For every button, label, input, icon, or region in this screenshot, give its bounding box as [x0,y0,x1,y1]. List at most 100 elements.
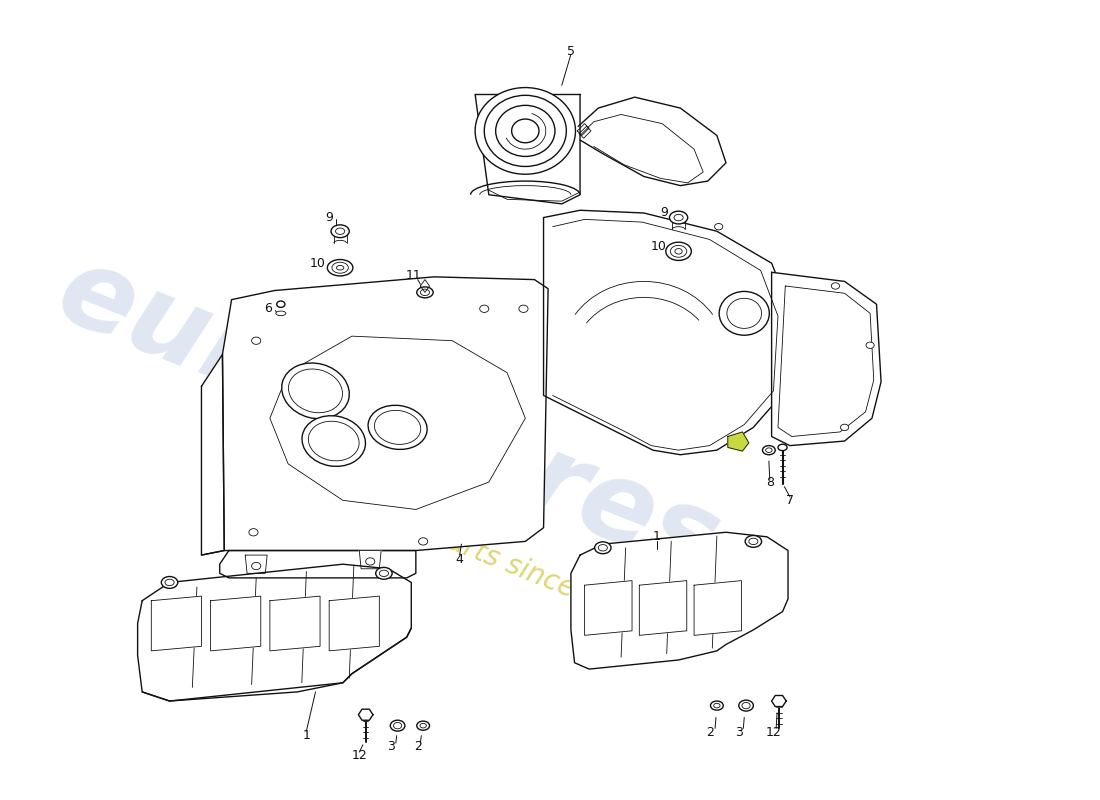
Text: 8: 8 [766,475,773,489]
Ellipse shape [739,700,754,711]
Polygon shape [138,564,411,701]
Polygon shape [222,277,548,550]
Ellipse shape [675,249,682,254]
Ellipse shape [332,262,349,274]
Ellipse shape [714,703,720,708]
Ellipse shape [674,214,683,221]
Ellipse shape [595,542,612,554]
Text: 2: 2 [414,740,421,753]
Ellipse shape [666,242,691,261]
Polygon shape [778,286,873,437]
Polygon shape [201,354,224,555]
Ellipse shape [252,337,261,344]
Polygon shape [475,94,580,204]
Text: a passion for parts since 1985: a passion for parts since 1985 [253,450,652,633]
Polygon shape [584,581,632,635]
Ellipse shape [866,342,874,349]
Polygon shape [771,272,881,446]
Ellipse shape [302,416,365,466]
Polygon shape [210,596,261,651]
Polygon shape [694,581,741,635]
Ellipse shape [288,369,342,413]
Polygon shape [270,336,526,510]
Ellipse shape [374,410,420,444]
Text: 7: 7 [785,494,794,507]
Ellipse shape [727,298,761,328]
Ellipse shape [368,406,427,450]
Ellipse shape [365,558,375,565]
Ellipse shape [420,289,429,295]
Ellipse shape [719,291,769,335]
Text: 9: 9 [326,211,333,224]
Ellipse shape [252,562,261,570]
Text: 3: 3 [387,740,395,753]
Ellipse shape [519,305,528,313]
Ellipse shape [420,723,427,728]
Ellipse shape [336,228,344,234]
Polygon shape [543,210,790,454]
Ellipse shape [394,722,402,729]
Ellipse shape [308,422,359,461]
Ellipse shape [165,579,174,586]
Text: 1: 1 [652,530,661,543]
Ellipse shape [376,567,392,579]
Ellipse shape [417,287,433,298]
Polygon shape [359,709,373,720]
Polygon shape [579,97,726,186]
Ellipse shape [766,448,772,453]
Ellipse shape [742,702,750,709]
Polygon shape [360,550,382,569]
Ellipse shape [778,444,788,450]
Ellipse shape [277,301,285,307]
Ellipse shape [337,266,344,270]
Ellipse shape [249,529,258,536]
Ellipse shape [670,246,686,258]
Ellipse shape [331,225,349,238]
Polygon shape [329,596,379,651]
Polygon shape [420,279,429,292]
Text: 5: 5 [566,45,575,58]
Ellipse shape [749,538,758,545]
Polygon shape [639,581,686,635]
Text: 11: 11 [406,269,422,282]
Ellipse shape [475,87,575,174]
Polygon shape [220,550,416,578]
Text: 1: 1 [302,729,310,742]
Text: 12: 12 [351,750,367,762]
Ellipse shape [162,577,178,588]
Text: 6: 6 [264,302,272,315]
Ellipse shape [670,211,688,224]
Text: 9: 9 [660,206,668,219]
Text: 10: 10 [309,257,326,270]
Ellipse shape [715,223,723,230]
Ellipse shape [276,311,286,316]
Text: 10: 10 [650,240,667,254]
Ellipse shape [832,282,839,289]
Polygon shape [152,596,201,651]
Ellipse shape [419,538,428,545]
Ellipse shape [417,721,429,730]
Ellipse shape [711,701,724,710]
Ellipse shape [496,106,556,157]
Text: eurospares: eurospares [43,237,734,599]
Polygon shape [245,555,267,574]
Ellipse shape [484,95,566,166]
Text: 2: 2 [706,726,714,739]
Ellipse shape [762,446,776,454]
Ellipse shape [598,545,607,551]
Ellipse shape [480,305,488,313]
Polygon shape [771,695,786,706]
Ellipse shape [512,119,539,142]
Ellipse shape [282,363,350,418]
Polygon shape [571,532,788,669]
Ellipse shape [840,424,849,430]
Text: 4: 4 [455,553,463,566]
Polygon shape [270,596,320,651]
Ellipse shape [390,720,405,731]
Ellipse shape [745,535,761,547]
Text: 12: 12 [766,726,781,739]
Polygon shape [728,432,749,451]
Text: 3: 3 [735,726,743,739]
Ellipse shape [328,259,353,276]
Ellipse shape [379,570,388,577]
